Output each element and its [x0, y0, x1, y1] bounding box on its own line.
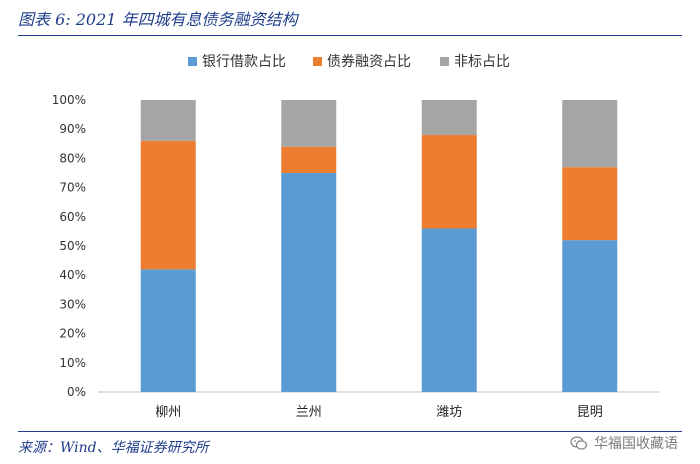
y-tick-label: 70%	[59, 181, 86, 195]
bar-segment	[421, 228, 477, 392]
bar-segment	[140, 100, 196, 141]
bar-segment	[281, 146, 337, 173]
y-tick-label: 90%	[59, 122, 86, 136]
legend-swatch-3	[440, 57, 449, 66]
x-category-label: 柳州	[155, 405, 181, 420]
title-rule	[18, 35, 682, 36]
bar-segment	[562, 167, 618, 241]
legend-label-3: 非标占比	[454, 54, 510, 70]
source-note: 来源：Wind、华福证券研究所	[18, 440, 209, 456]
bar-segment	[562, 240, 618, 392]
legend-label-2: 债券融资占比	[327, 54, 411, 70]
bar-segment	[281, 173, 337, 392]
bar-segment	[421, 135, 477, 229]
bar-segment	[140, 140, 196, 270]
x-category-label: 兰州	[296, 405, 322, 420]
y-tick-label: 100%	[52, 93, 86, 107]
legend-swatch-2	[313, 57, 322, 66]
y-tick-label: 30%	[59, 297, 86, 311]
y-tick-label: 40%	[59, 268, 86, 282]
bar-segment	[421, 100, 477, 136]
watermark-text: 华福国收藏语	[594, 436, 678, 452]
wechat-icon	[570, 436, 588, 450]
x-category-label: 昆明	[577, 405, 603, 420]
watermark: 华福国收藏语	[570, 433, 678, 453]
y-tick-label: 60%	[59, 210, 86, 224]
y-tick-label: 80%	[59, 151, 86, 165]
bar-segment	[140, 269, 196, 392]
stacked-bar-chart: 银行借款占比 债券融资占比 非标占比 0% 10% 20% 30% 40% 50% 60% 70% 8…	[52, 54, 660, 420]
source-rule	[18, 431, 682, 432]
chart-title: 图表 6: 2021 年四城有息债务融资结构	[18, 10, 298, 29]
legend-label-1: 银行借款占比	[202, 54, 286, 70]
bar-segment	[562, 100, 618, 168]
y-tick-label: 50%	[59, 239, 86, 253]
y-tick-label: 20%	[59, 327, 86, 341]
legend-swatch-1	[188, 57, 197, 66]
y-tick-label: 10%	[59, 356, 86, 370]
bar-segment	[281, 100, 337, 147]
x-category-label: 潍坊	[436, 405, 462, 420]
y-tick-label: 0%	[67, 385, 86, 399]
